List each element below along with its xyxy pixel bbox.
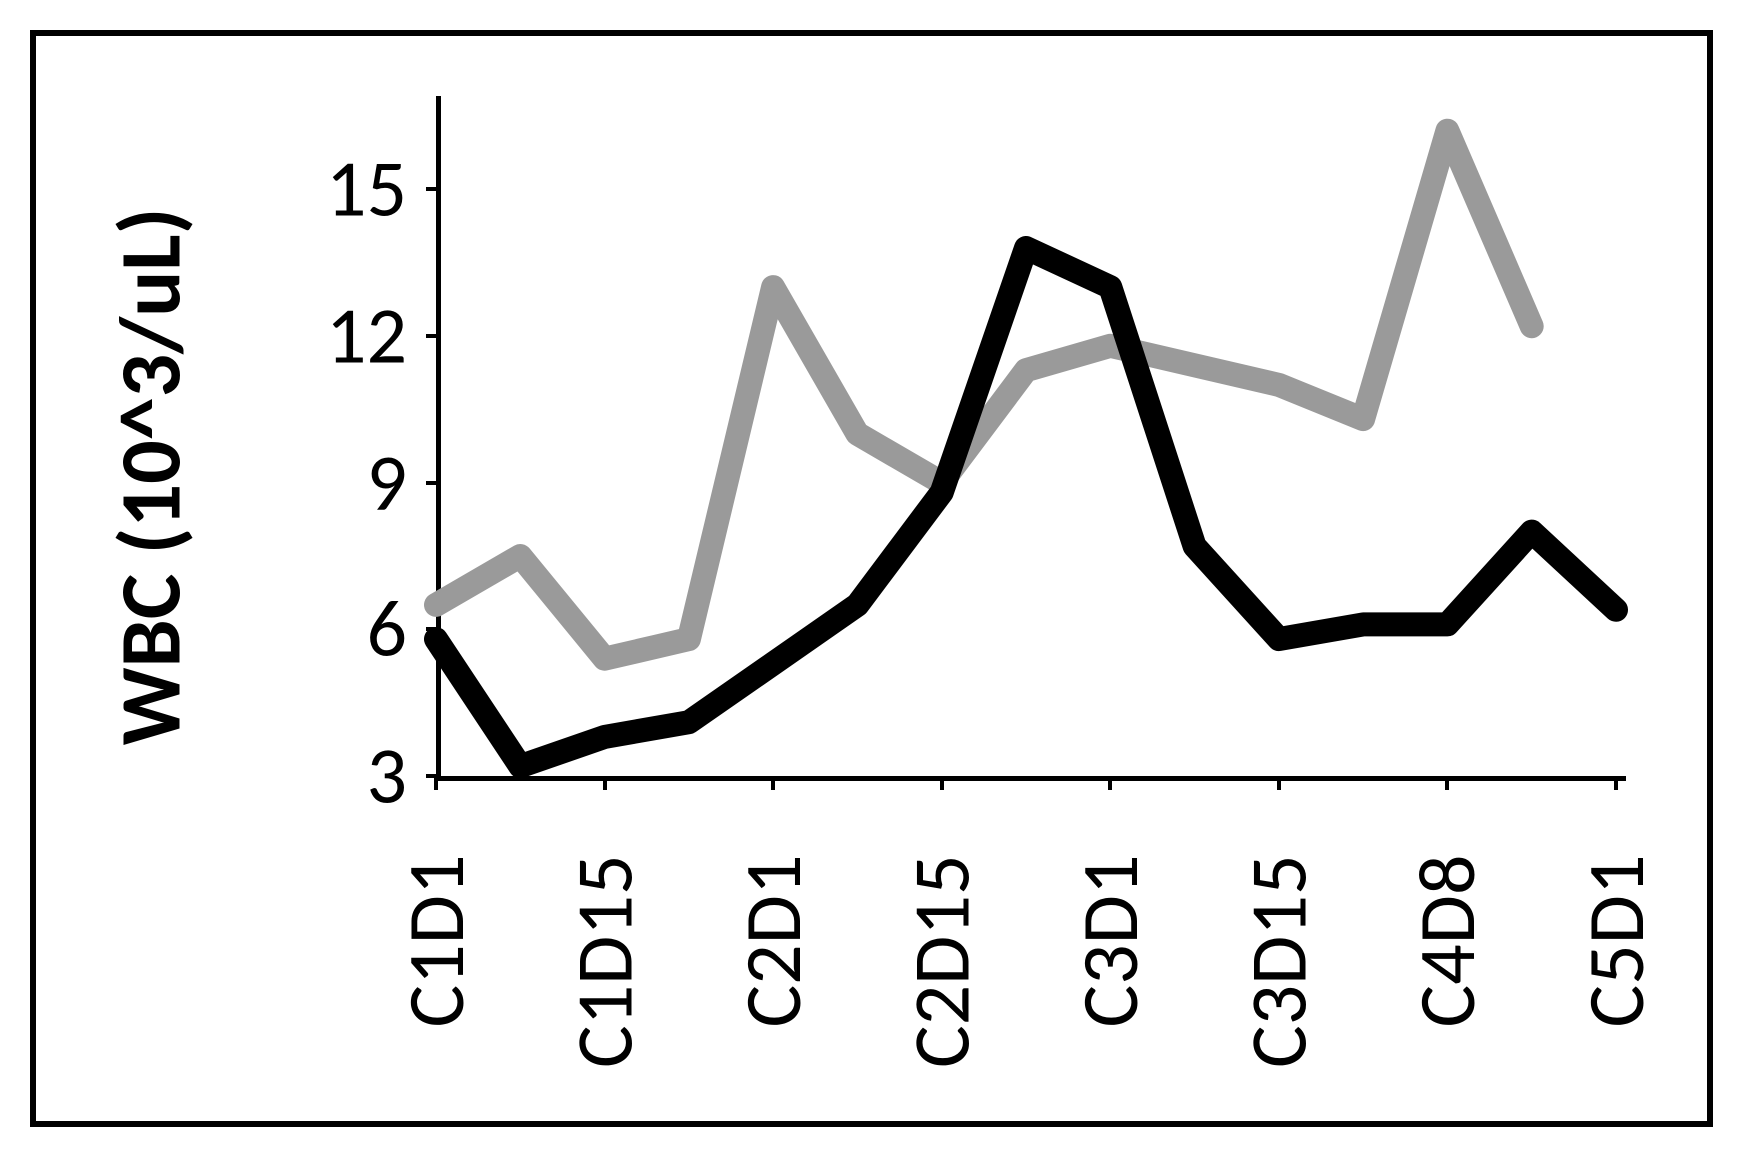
x-tick-label: C5D1 <box>1566 806 1666 1106</box>
x-tick-label: C2D15 <box>892 806 992 1106</box>
chart-frame: WBC (10^3/uL) 3691215 C1D1C1D15C2D1C2D15… <box>30 30 1713 1127</box>
y-tick-mark <box>426 187 436 191</box>
y-tick-label: 15 <box>277 141 407 238</box>
x-tick-label: C1D1 <box>386 806 486 1106</box>
x-tick-mark <box>434 776 438 790</box>
x-tick-mark <box>603 776 607 790</box>
plot-area <box>436 116 1616 776</box>
y-tick-label: 12 <box>277 288 407 385</box>
x-tick-label: C2D1 <box>723 806 823 1106</box>
x-tick-mark <box>1445 776 1449 790</box>
x-tick-mark <box>771 776 775 790</box>
y-axis-title: WBC (10^3/uL) <box>91 156 211 796</box>
x-tick-mark <box>1108 776 1112 790</box>
x-tick-label: C4D8 <box>1397 806 1497 1106</box>
x-tick-label: C3D1 <box>1060 806 1160 1106</box>
y-tick-mark <box>426 334 436 338</box>
series-black-line <box>436 248 1616 766</box>
x-tick-label: C3D15 <box>1229 806 1329 1106</box>
x-tick-mark <box>940 776 944 790</box>
y-axis-title-text: WBC (10^3/uL) <box>99 207 204 745</box>
y-tick-mark <box>426 481 436 485</box>
y-tick-label: 6 <box>277 581 407 678</box>
chart-container: WBC (10^3/uL) 3691215 C1D1C1D15C2D1C2D15… <box>36 36 1707 1121</box>
x-tick-mark <box>1277 776 1281 790</box>
y-tick-label: 9 <box>277 434 407 531</box>
x-tick-label: C1D15 <box>555 806 655 1106</box>
chart-lines-svg <box>436 116 1616 776</box>
x-tick-mark <box>1614 776 1618 790</box>
